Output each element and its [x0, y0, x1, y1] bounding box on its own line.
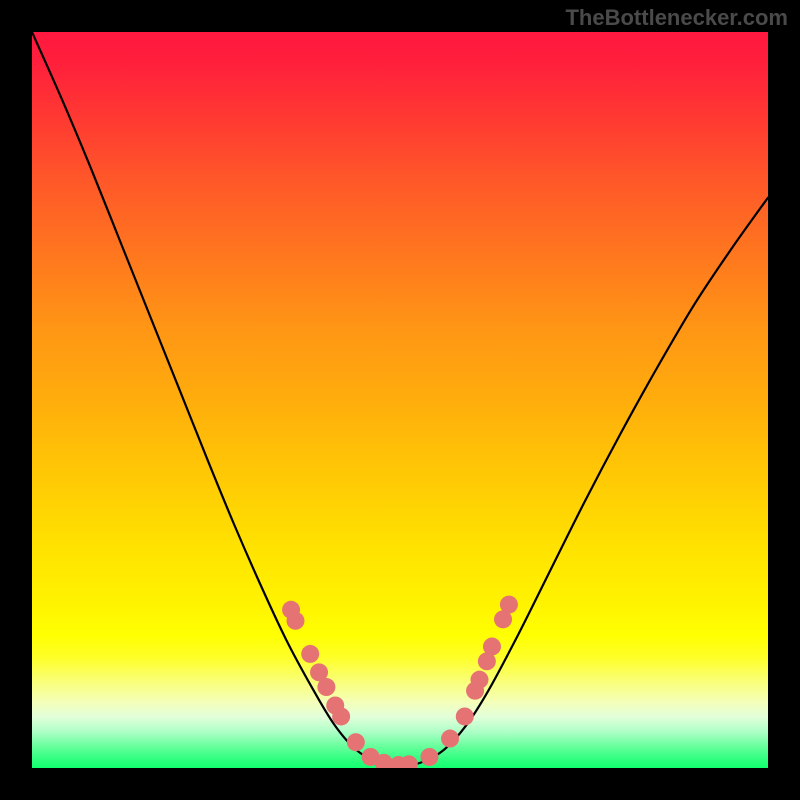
- data-marker: [500, 596, 518, 614]
- chart-plot-area: [32, 32, 768, 768]
- data-marker: [420, 748, 438, 766]
- marker-group: [282, 596, 518, 768]
- data-marker: [286, 612, 304, 630]
- data-marker: [456, 707, 474, 725]
- data-marker: [483, 638, 501, 656]
- data-marker: [470, 671, 488, 689]
- data-marker: [317, 678, 335, 696]
- bottleneck-curve: [32, 32, 768, 767]
- chart-overlay: [32, 32, 768, 768]
- watermark-text: TheBottlenecker.com: [565, 5, 788, 31]
- data-marker: [301, 645, 319, 663]
- data-marker: [332, 707, 350, 725]
- data-marker: [347, 733, 365, 751]
- data-marker: [441, 730, 459, 748]
